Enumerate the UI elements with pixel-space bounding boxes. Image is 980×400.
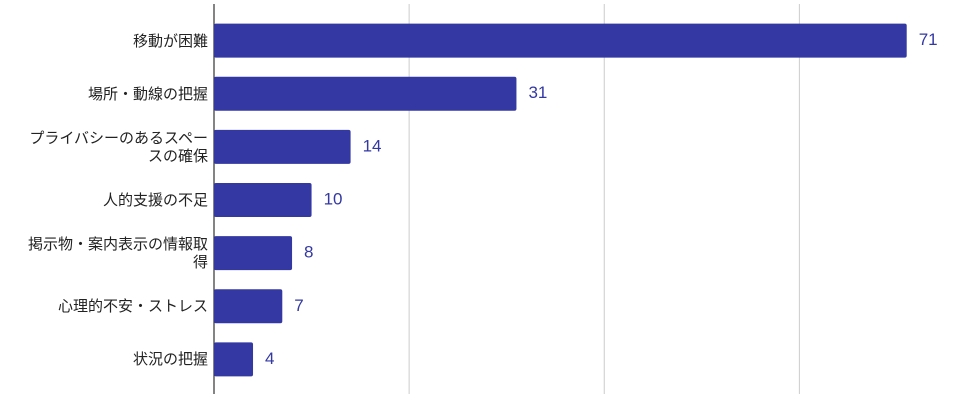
y-tick-label: プライバシーのあるスペースの確保 xyxy=(29,128,208,165)
value-label: 8 xyxy=(304,243,313,262)
y-tick-label: 移動が困難 xyxy=(132,31,208,50)
y-tick-label: 人的支援の不足 xyxy=(102,191,208,209)
y-tick-label: 状況の把握 xyxy=(132,350,208,369)
y-tick-label: 心理的不安・ストレス xyxy=(57,297,208,316)
value-label: 14 xyxy=(363,136,382,155)
value-label: 4 xyxy=(265,349,274,368)
bar xyxy=(214,342,254,377)
value-label: 31 xyxy=(528,83,547,102)
y-tick-label: 掲示物・案内表示の情報取得 xyxy=(27,235,208,272)
bar xyxy=(214,183,312,217)
bar xyxy=(214,236,293,271)
bar xyxy=(214,129,351,164)
value-label: 7 xyxy=(294,296,303,315)
value-label: 71 xyxy=(919,30,938,49)
bar xyxy=(214,23,907,58)
bar xyxy=(214,76,517,111)
y-tick-label: 場所・動線の把握 xyxy=(87,84,208,103)
value-label: 10 xyxy=(324,189,343,208)
bar xyxy=(214,289,283,324)
